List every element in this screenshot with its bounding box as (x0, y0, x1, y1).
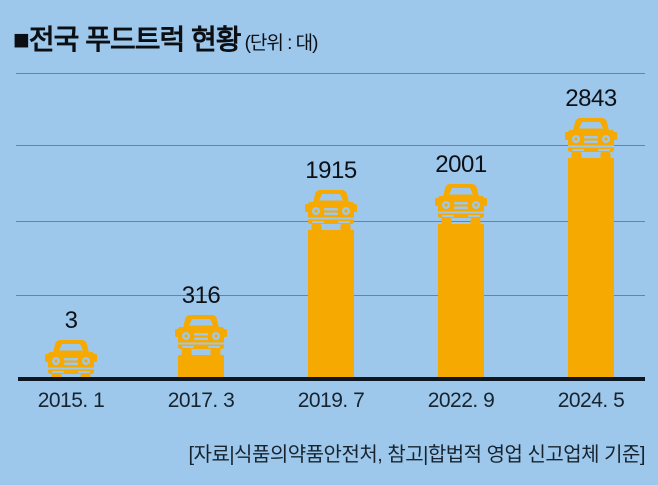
gridline-1 (16, 73, 645, 74)
food-truck-icon (565, 117, 617, 164)
x-axis-label: 2019. 7 (297, 389, 365, 412)
gridline-2 (16, 145, 645, 146)
bar-2024-5 (568, 158, 614, 380)
value-label: 316 (181, 282, 221, 309)
title-bullet: ■ (13, 24, 30, 55)
bar-2022-9 (438, 224, 484, 380)
food-truck-icon (435, 183, 487, 230)
value-label: 1915 (305, 157, 357, 184)
food-truck-icon (175, 314, 227, 361)
source-note: [자료|식품의약품안전처, 참고|합법적 영업 신고업체 기준] (188, 444, 646, 466)
value-label: 2843 (565, 85, 617, 112)
title-text: 전국 푸드트럭 현황 (28, 24, 242, 55)
value-label: 3 (64, 307, 78, 334)
x-axis-label: 2022. 9 (427, 389, 495, 412)
x-axis-label: 2015. 1 (37, 389, 105, 412)
x-axis-label: 2017. 3 (167, 389, 235, 412)
chart-title: ■전국 푸드트럭 현황 (단위 : 대) (13, 18, 318, 58)
x-axis-line (18, 377, 645, 381)
bar-2019-7 (308, 230, 354, 380)
value-label: 2001 (435, 151, 487, 178)
food-truck-icon (305, 189, 357, 236)
bar-2017-3 (178, 355, 224, 380)
unit-label: (단위 : 대) (244, 33, 319, 54)
x-axis-label: 2024. 5 (557, 389, 625, 412)
